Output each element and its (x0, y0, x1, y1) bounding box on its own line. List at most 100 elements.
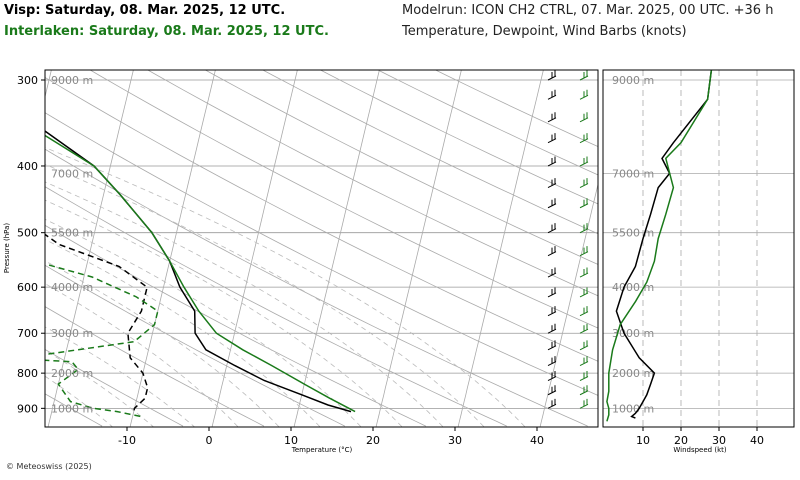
wind-barb (579, 70, 589, 81)
dewpoint-line-visp (45, 233, 149, 414)
wind-barb (547, 178, 557, 189)
pressure-tick-label: 500 (17, 227, 38, 240)
isotherm-line (457, 70, 544, 427)
moist-adiabat (45, 375, 114, 427)
wind-barb (579, 306, 589, 317)
dry-adiabat (204, 70, 598, 265)
moist-adiabat (45, 218, 362, 427)
windspeed-line-interlaken (606, 70, 713, 422)
height-label: 4000 m (51, 281, 93, 294)
wind-barb (579, 156, 589, 167)
isotherm-line (704, 59, 792, 427)
temperature-tick-label: 30 (448, 434, 462, 447)
wind-barb (579, 223, 589, 234)
dry-adiabat (377, 70, 598, 176)
skewt-profiles (45, 130, 356, 418)
wind-barb (547, 287, 557, 298)
wind-barb (547, 70, 557, 81)
dry-adiabat (147, 70, 598, 297)
dewpoint-line-interlaken (45, 263, 159, 418)
wind-barb (579, 198, 589, 209)
wind-barb (579, 287, 589, 298)
temperature-tick-label: 40 (530, 434, 544, 447)
dry-adiabat (45, 112, 598, 396)
wind-barb (547, 356, 557, 367)
temperature-tick-label: 20 (366, 434, 380, 447)
title-reference-station: Visp: Saturday, 08. Mar. 2025, 12 UTC. (4, 3, 286, 18)
dry-adiabat (45, 186, 507, 427)
isotherm-line (47, 70, 134, 427)
isotherm-line (539, 182, 598, 427)
height-label: 3000 m (51, 327, 93, 340)
isotherm-line (129, 70, 216, 427)
wind-barb (547, 156, 557, 167)
wind-barb (547, 385, 557, 396)
wind-profiles (606, 70, 713, 422)
isotherm-line (293, 70, 380, 427)
windspeed-tick-label: 20 (674, 434, 688, 447)
wind-barb (579, 267, 589, 278)
dry-adiabat (45, 264, 345, 427)
moist-adiabat (45, 349, 155, 427)
temperature-tick-label: -10 (118, 434, 136, 447)
wind-barb (547, 267, 557, 278)
windspeed-line-visp (615, 70, 713, 419)
height-label: 7000 m (51, 167, 93, 180)
dry-adiabat (45, 224, 426, 427)
wind-barb (547, 371, 557, 381)
windspeed-tick-label: 40 (750, 434, 764, 447)
wind-barb (547, 133, 557, 144)
wind-height-label: 2000 m (612, 367, 654, 380)
wind-barb (547, 198, 557, 209)
dry-adiabat (319, 70, 598, 205)
skewt-axes: 300 400 500 600 700 800 900 -10 0 10 20 30 40 9000 m 7… (17, 74, 544, 447)
wind-barb (547, 323, 557, 334)
temperature-line-interlaken (45, 134, 356, 413)
pressure-tick-label: 900 (17, 402, 38, 415)
wind-barb (547, 112, 557, 123)
wind-height-label: 5500 m (612, 227, 654, 240)
wind-barb (579, 89, 589, 100)
pressure-tick-label: 600 (17, 281, 38, 294)
height-label: 1000 m (51, 402, 93, 415)
pressure-tick-label: 300 (17, 74, 38, 87)
isotherm-line (375, 70, 462, 427)
dry-adiabat (434, 70, 598, 147)
dry-adiabat (262, 70, 598, 235)
wind-barb (579, 112, 589, 123)
skewt-x-axis-label: Temperature (°C) (291, 446, 353, 454)
dry-adiabat (45, 348, 184, 427)
dry-adiabat (45, 76, 598, 362)
wind-barb (579, 398, 589, 409)
skewt-y-axis-label: Pressure (hPa) (3, 223, 11, 273)
wind-height-label: 7000 m (612, 167, 654, 180)
wind-barbs (547, 70, 589, 409)
model-run-info: Modelrun: ICON CH2 CTRL, 07. Mar. 2025, … (402, 3, 774, 18)
dry-adiabat (45, 306, 265, 427)
variables-info: Temperature, Dewpoint, Wind Barbs (knots… (402, 24, 687, 39)
wind-barb (547, 89, 557, 100)
wind-frame (602, 69, 795, 428)
windspeed-tick-label: 30 (712, 434, 726, 447)
temperature-line-visp (45, 130, 352, 413)
moist-adiabat (45, 283, 239, 427)
skewt-frame (44, 69, 599, 428)
dry-adiabat (89, 70, 598, 329)
wind-barb (579, 246, 589, 257)
wind-barb (579, 178, 589, 189)
pressure-tick-label: 400 (17, 160, 38, 173)
moist-adiabat (45, 239, 321, 427)
wind-axes: 10 20 30 40 (636, 427, 764, 447)
temperature-tick-label: 10 (284, 434, 298, 447)
wind-barb (547, 398, 557, 409)
title-comparison-station: Interlaken: Saturday, 08. Mar. 2025, 12 … (4, 24, 329, 39)
height-label: 9000 m (51, 74, 93, 87)
wind-height-label: 4000 m (612, 281, 654, 294)
skewt-grid (45, 59, 792, 427)
wind-height-label: 9000 m (612, 74, 654, 87)
wind-barb (579, 385, 589, 396)
pressure-tick-label: 800 (17, 367, 38, 380)
wind-barb (579, 323, 589, 334)
